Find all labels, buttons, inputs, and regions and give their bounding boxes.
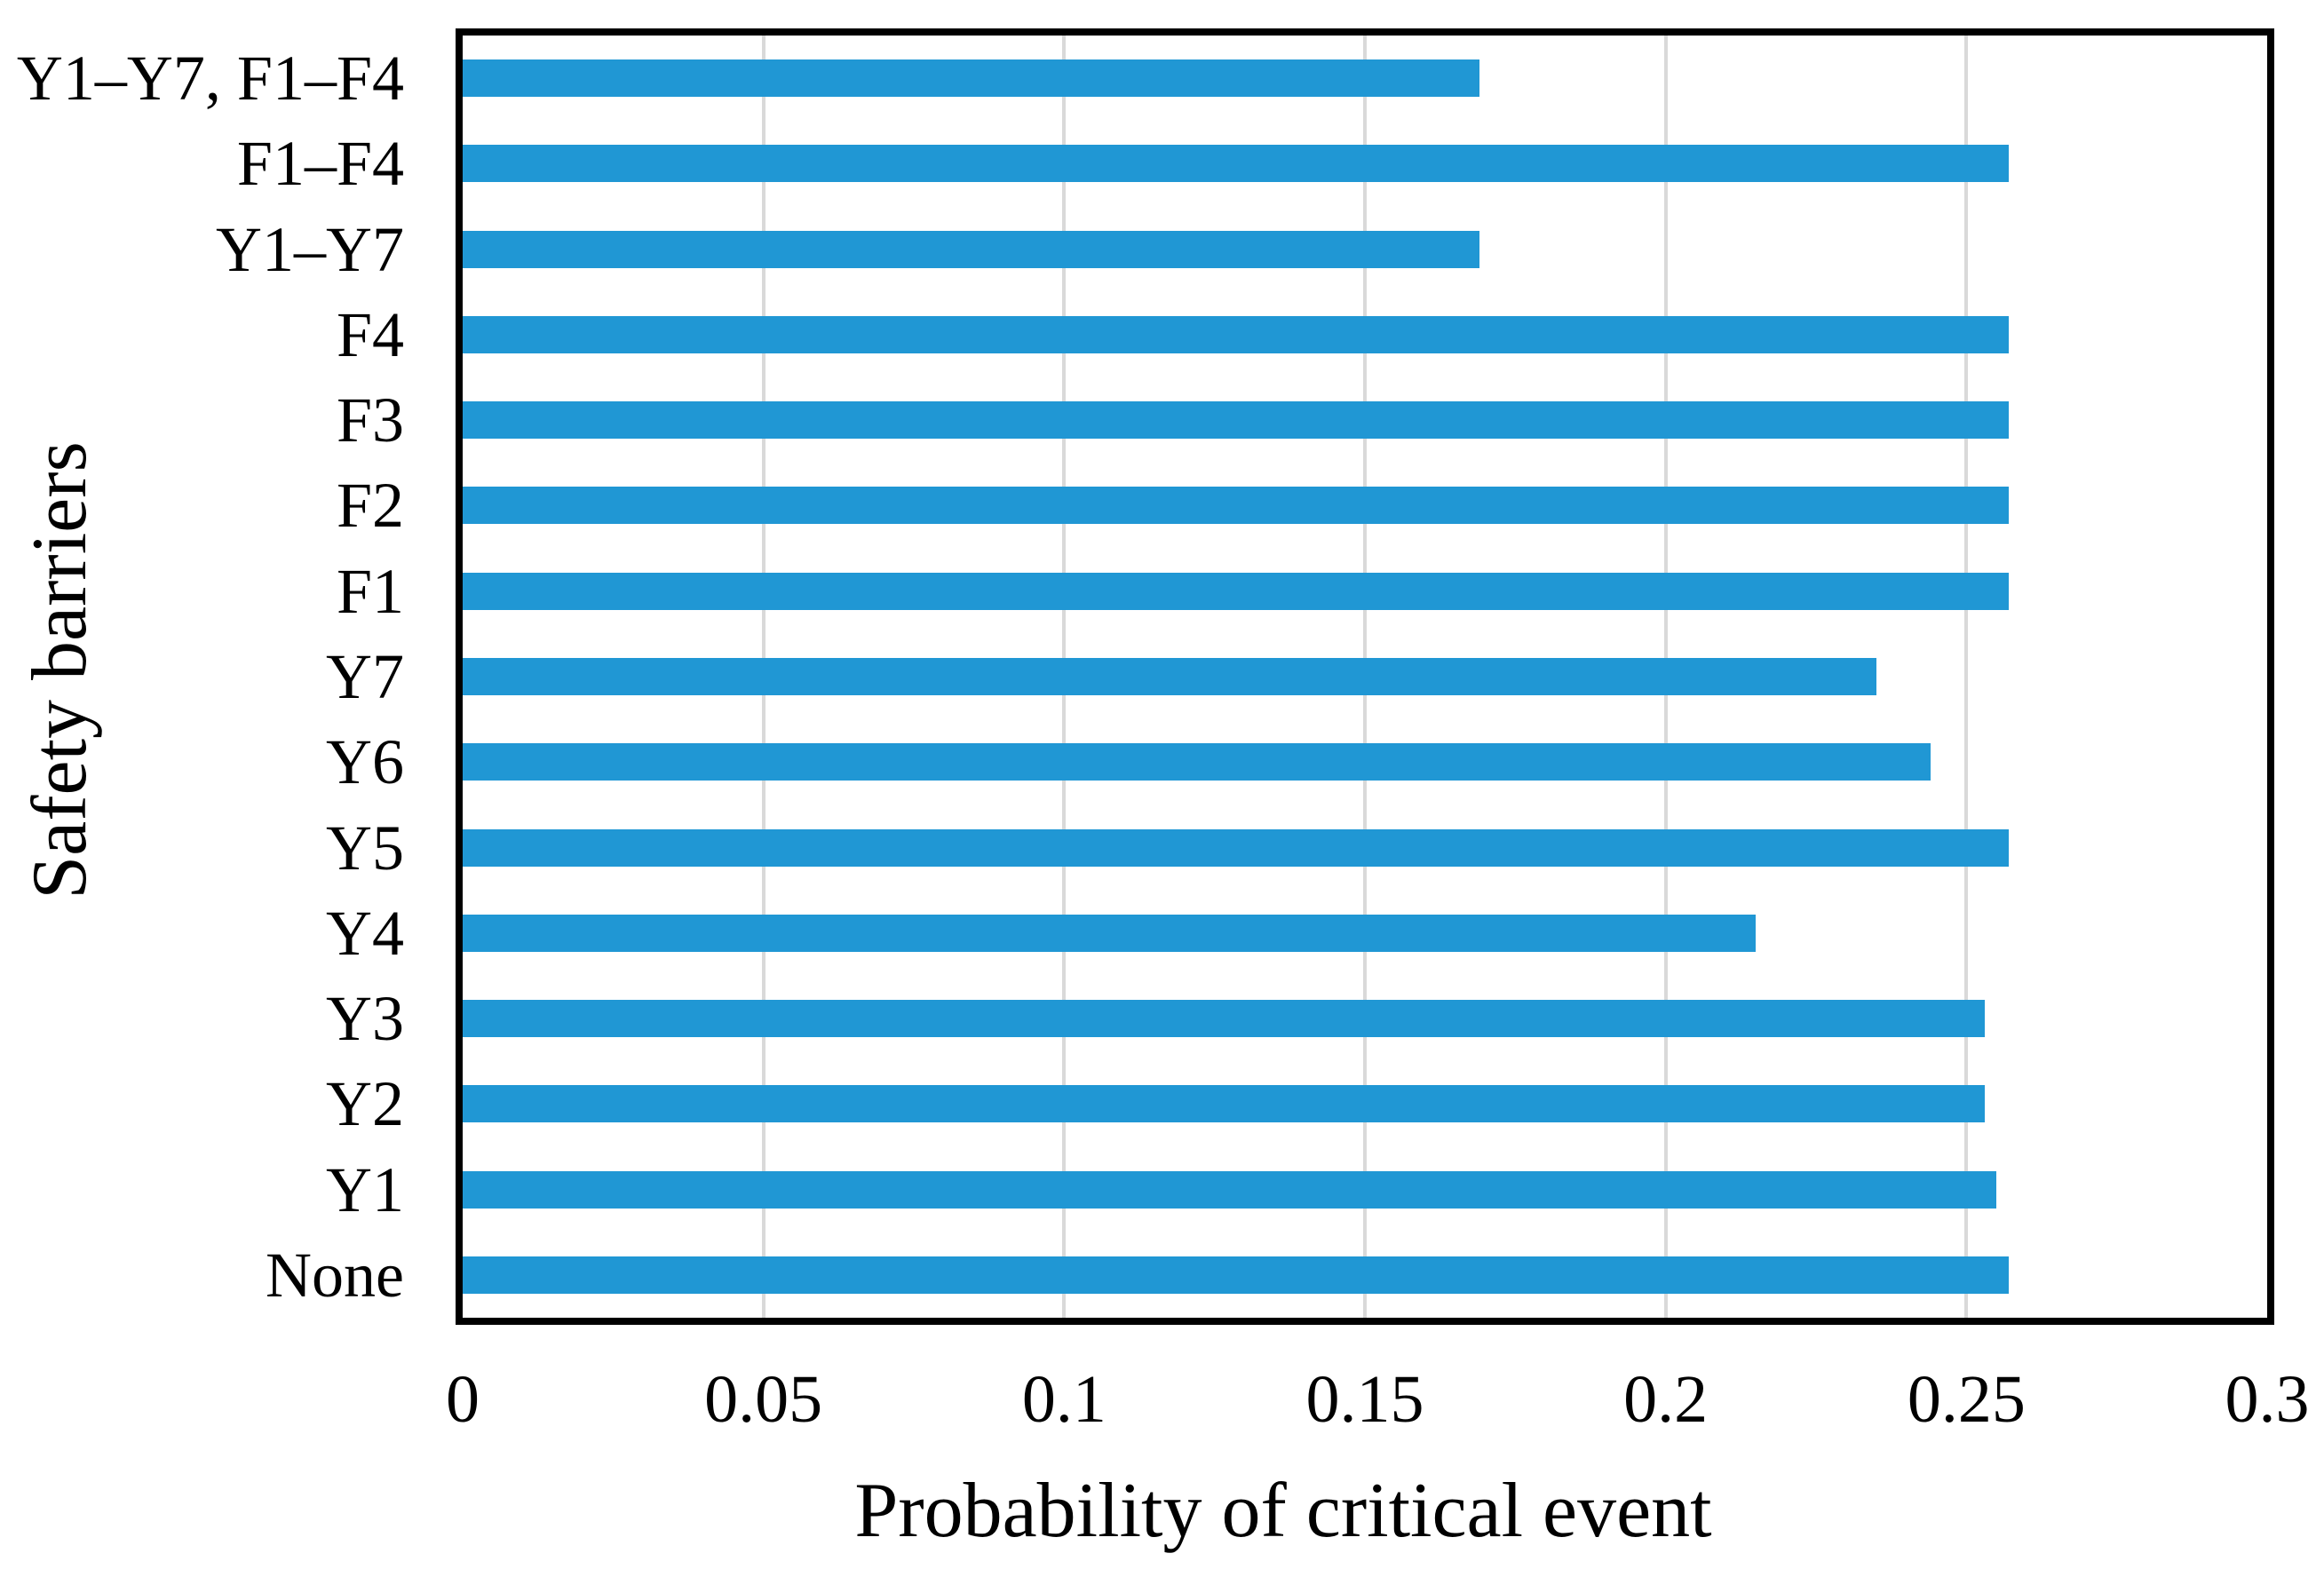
bar-row	[463, 976, 2267, 1061]
bar-Y1–Y7, F1–F4	[463, 59, 1479, 98]
category-label: Y5	[326, 812, 404, 884]
bar-F2	[463, 487, 2009, 525]
bar-row	[463, 1061, 2267, 1146]
x-tick-label: 0.15	[1305, 1362, 1424, 1437]
category-label: Y1–Y7, F1–F4	[16, 43, 404, 115]
plot-area	[456, 28, 2274, 1325]
bar-row	[463, 634, 2267, 719]
x-axis-tick-labels: 0 0.05 0.1 0.15 0.2 0.25 0.3	[446, 1362, 2310, 1450]
category-label: Y4	[326, 897, 404, 969]
category-label: Y3	[326, 983, 404, 1055]
bar-row	[463, 463, 2267, 548]
category-label: Y6	[326, 726, 404, 798]
bar-row	[463, 1232, 2267, 1318]
category-label: F1–F4	[236, 128, 404, 200]
bar-Y2	[463, 1085, 1985, 1123]
bars-layer	[463, 36, 2267, 1318]
x-tick-label: 0.05	[704, 1362, 823, 1437]
bar-Y4	[463, 914, 1757, 952]
category-label: F3	[336, 384, 404, 456]
bar-row	[463, 804, 2267, 890]
bar-Y3	[463, 1000, 1985, 1038]
bar-row	[463, 719, 2267, 804]
bar-Y5	[463, 828, 2009, 867]
category-label: F1	[336, 555, 404, 627]
x-tick-label: 0.2	[1623, 1362, 1709, 1437]
bar-Y1	[463, 1170, 1997, 1209]
x-tick-label: 0.1	[1021, 1362, 1106, 1437]
category-label: F2	[336, 470, 404, 542]
x-tick-label: 0.3	[2225, 1362, 2310, 1437]
bar-row	[463, 891, 2267, 976]
gridline	[1964, 36, 1969, 1318]
bar-Y7	[463, 657, 1876, 695]
bar-Y1–Y7	[463, 230, 1479, 268]
y-axis-category-labels: Y1–Y7, F1–F4 F1–F4 Y1–Y7 F4 F3 F2 F1 Y7 Y6 Y5 Y4 Y3…	[0, 36, 404, 1318]
bar-row	[463, 36, 2267, 121]
x-tick-label: 0.25	[1907, 1362, 2026, 1437]
bar-Y6	[463, 743, 1931, 781]
bar-row	[463, 549, 2267, 634]
bar-F1–F4	[463, 145, 2009, 183]
bar-row	[463, 207, 2267, 292]
bar-row	[463, 377, 2267, 463]
bar-F3	[463, 401, 2009, 440]
x-tick-label: 0	[446, 1362, 480, 1437]
bar-None	[463, 1256, 2009, 1294]
category-label: Y7	[326, 640, 404, 712]
category-label: Y1	[326, 1153, 404, 1225]
category-label: Y2	[326, 1068, 404, 1140]
category-label: Y1–Y7	[216, 213, 404, 285]
category-label: F4	[336, 298, 404, 370]
bar-row	[463, 292, 2267, 377]
bar-F1	[463, 572, 2009, 610]
bar-row	[463, 121, 2267, 206]
bar-F4	[463, 315, 2009, 353]
x-axis-title: Probability of critical event	[854, 1468, 1712, 1554]
category-label: None	[266, 1239, 404, 1311]
bar-row	[463, 1146, 2267, 1232]
